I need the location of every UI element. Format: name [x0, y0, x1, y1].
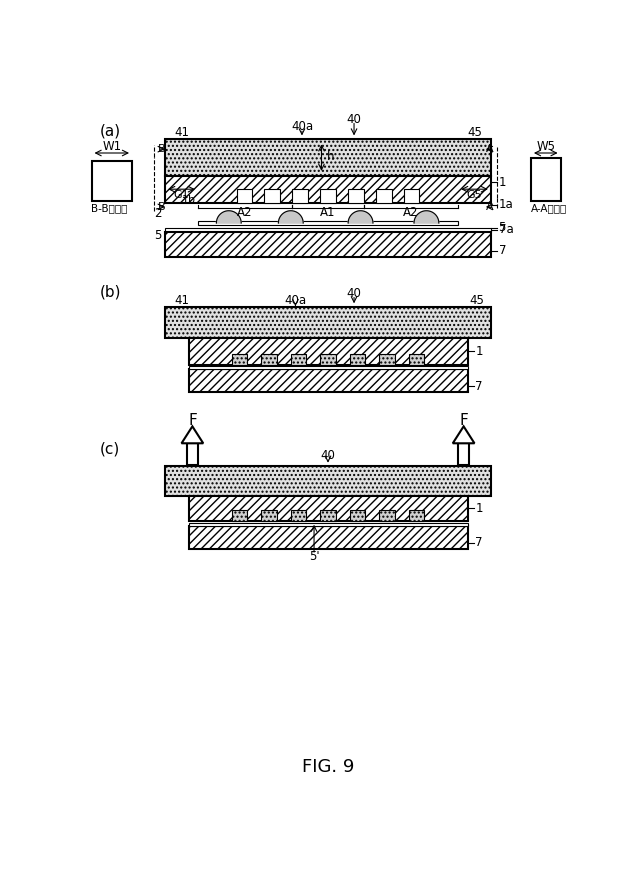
Bar: [232, 510, 248, 521]
Text: A-A矢視図: A-A矢視図: [531, 204, 567, 214]
Bar: [189, 526, 467, 549]
Bar: [291, 354, 307, 365]
Text: 1: 1: [476, 502, 483, 514]
Text: 40a: 40a: [284, 294, 307, 306]
Text: (b): (b): [99, 284, 121, 299]
Bar: [320, 510, 336, 521]
Text: 7: 7: [499, 244, 506, 257]
Text: 5': 5': [308, 550, 319, 563]
Text: W1: W1: [102, 141, 122, 153]
Text: A1: A1: [320, 206, 336, 219]
Text: 7: 7: [476, 380, 483, 392]
Text: 40: 40: [321, 449, 335, 462]
Bar: [408, 354, 424, 365]
Text: 1: 1: [476, 344, 483, 358]
Text: B: B: [157, 144, 165, 154]
Text: (c): (c): [99, 442, 120, 457]
Polygon shape: [414, 211, 439, 223]
Text: 7a: 7a: [499, 223, 513, 237]
Bar: [189, 338, 467, 365]
Text: 41: 41: [175, 125, 190, 139]
Bar: [261, 510, 277, 521]
Bar: [458, 443, 469, 465]
Bar: [291, 510, 307, 521]
Text: A: A: [486, 144, 493, 154]
Polygon shape: [216, 211, 241, 223]
Bar: [320, 354, 336, 365]
Bar: [292, 190, 308, 203]
Text: B-B矢視図: B-B矢視図: [91, 204, 127, 214]
Bar: [165, 307, 491, 338]
Bar: [189, 369, 467, 392]
Text: A2: A2: [237, 206, 253, 219]
Polygon shape: [182, 426, 204, 443]
Bar: [408, 510, 424, 521]
Text: 40a: 40a: [291, 120, 313, 134]
Text: F: F: [460, 413, 468, 428]
Bar: [531, 158, 561, 201]
Bar: [320, 190, 336, 203]
Bar: [232, 354, 248, 365]
Bar: [379, 354, 395, 365]
Text: 40: 40: [347, 113, 362, 125]
Text: 5: 5: [499, 222, 506, 234]
Bar: [349, 354, 365, 365]
Text: 5: 5: [154, 229, 161, 242]
Bar: [376, 190, 392, 203]
Bar: [404, 190, 419, 203]
Polygon shape: [348, 211, 373, 223]
Bar: [198, 221, 458, 224]
Text: 45: 45: [468, 125, 483, 139]
Text: 1: 1: [499, 175, 506, 189]
Bar: [349, 510, 365, 521]
Bar: [237, 190, 252, 203]
Bar: [165, 232, 491, 257]
Bar: [348, 190, 364, 203]
Text: h: h: [327, 150, 335, 163]
Text: 1b: 1b: [182, 195, 196, 205]
Bar: [92, 161, 132, 201]
Text: W5: W5: [536, 141, 556, 153]
Text: 40: 40: [347, 287, 362, 300]
Text: (a): (a): [99, 124, 120, 139]
Bar: [261, 354, 277, 365]
Text: A: A: [486, 202, 493, 212]
Text: 7: 7: [476, 536, 483, 549]
Text: F: F: [188, 413, 196, 428]
Bar: [189, 522, 467, 526]
Bar: [264, 190, 280, 203]
Text: FIG. 9: FIG. 9: [302, 758, 354, 776]
Bar: [379, 510, 395, 521]
Text: 41: 41: [175, 294, 190, 306]
Text: 1a: 1a: [499, 198, 513, 211]
Text: A2: A2: [403, 206, 419, 219]
Text: G1: G1: [173, 190, 189, 200]
Bar: [165, 139, 491, 176]
Polygon shape: [452, 426, 474, 443]
Bar: [165, 176, 491, 203]
Bar: [189, 496, 467, 521]
Bar: [165, 229, 491, 232]
Text: 45: 45: [469, 294, 484, 306]
Polygon shape: [278, 211, 303, 223]
Text: B: B: [157, 202, 165, 212]
Text: G5: G5: [467, 190, 483, 200]
Bar: [165, 466, 491, 496]
Bar: [189, 367, 467, 369]
Bar: [187, 443, 198, 465]
Text: 2: 2: [154, 207, 161, 221]
